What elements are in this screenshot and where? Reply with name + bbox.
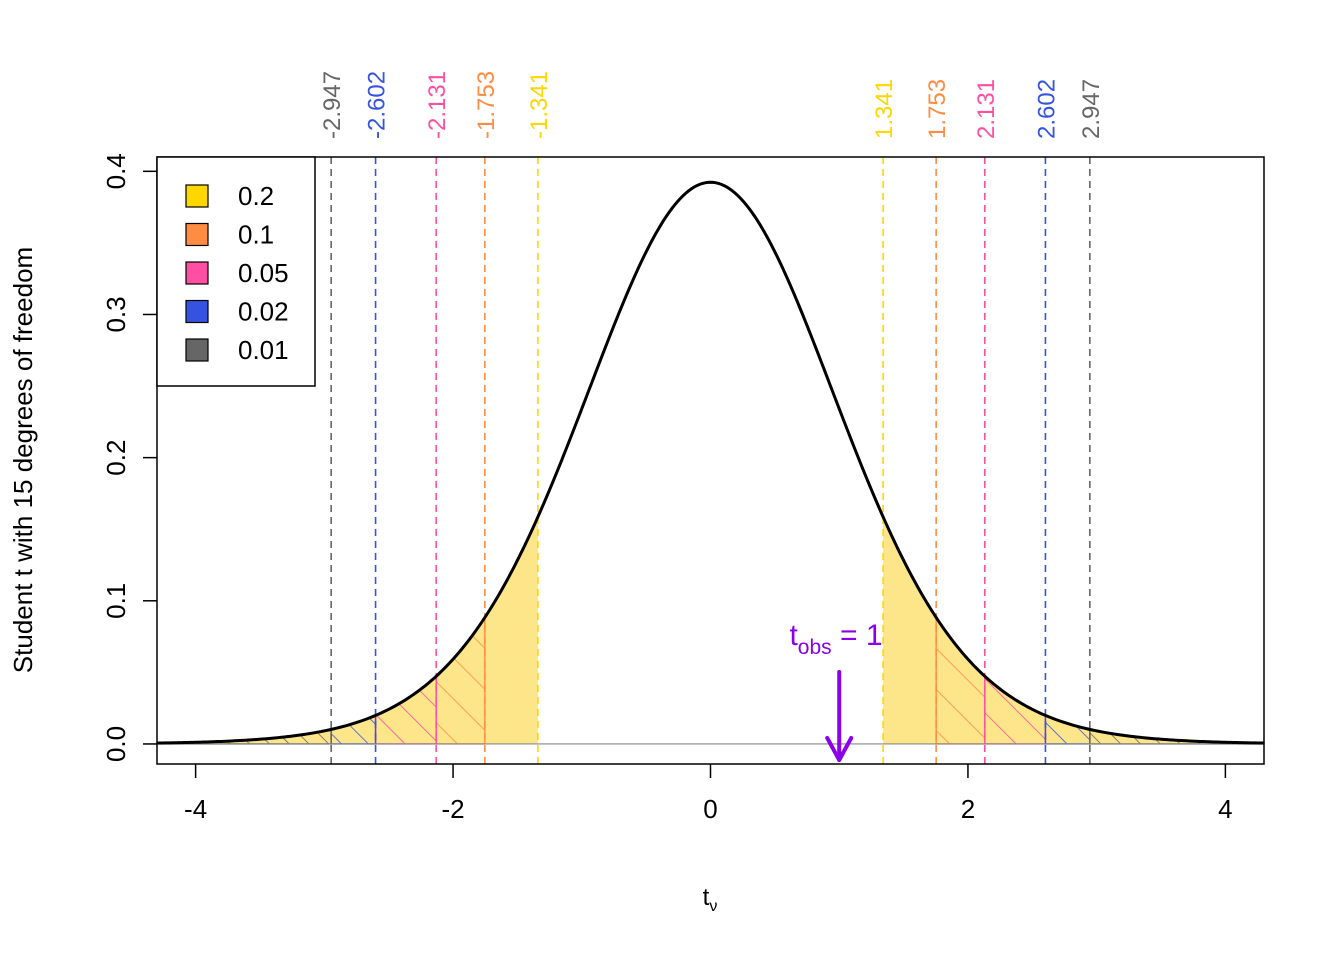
plot-frame <box>156 156 1265 765</box>
y-tick-label: 0.1 <box>101 583 131 619</box>
y-axis: 0.0 0.1 0.2 0.3 0.4 <box>101 153 157 762</box>
y-tick-label: 0.0 <box>101 726 131 762</box>
legend-box <box>156 156 316 387</box>
legend-swatch-0.2 <box>185 184 209 208</box>
x-tick-label: 0 <box>703 794 717 824</box>
critical-label-0.02-pos: 2.602 <box>1033 79 1060 139</box>
critical-label-0.2-pos: 1.341 <box>871 79 898 139</box>
legend-swatch-0.01 <box>185 338 209 362</box>
x-tick-label: -4 <box>184 794 207 824</box>
y-axis-label: Student t with 15 degrees of freedom <box>8 247 38 673</box>
observed-t-main: t <box>789 619 798 652</box>
density-curve <box>156 180 1265 745</box>
legend: 0.2 0.1 0.05 0.02 0.01 <box>156 156 316 387</box>
legend-label-0.1: 0.1 <box>238 220 274 250</box>
critical-value-lines <box>330 157 1091 764</box>
observed-t-arrow-head <box>825 736 854 762</box>
legend-swatch-0.05 <box>185 261 209 285</box>
critical-value-labels: -1.341 1.341 -1.753 1.753 -2.131 2.131 -2.602 2… <box>319 71 1105 139</box>
y-tick-label: 0.4 <box>101 153 131 189</box>
tail-hatch-0.1-left <box>435 615 486 745</box>
critical-label-0.05-neg: -2.131 <box>424 71 451 139</box>
x-tick-label: 2 <box>961 794 975 824</box>
tail-regions <box>156 516 1265 745</box>
observed-t-sub: obs <box>798 636 832 659</box>
y-tick-label: 0.2 <box>101 440 131 476</box>
legend-label-0.01: 0.01 <box>238 335 289 365</box>
observed-t-rest: = 1 <box>832 619 883 652</box>
legend-label-0.2: 0.2 <box>238 181 274 211</box>
observed-t-label: tobs = 1 <box>789 619 882 659</box>
x-tick-label: 4 <box>1218 794 1232 824</box>
critical-label-0.1-neg: -1.753 <box>473 71 500 139</box>
x-axis-label: tν <box>703 884 718 915</box>
critical-label-0.01-neg: -2.947 <box>319 71 346 139</box>
legend-swatch-0.1 <box>185 222 209 247</box>
critical-label-0.02-neg: -2.602 <box>364 71 391 139</box>
legend-label-0.02: 0.02 <box>238 297 289 327</box>
x-axis: -4 -2 0 2 4 <box>184 764 1233 824</box>
x-tick-label: -2 <box>441 794 464 824</box>
critical-label-0.2-neg: -1.341 <box>526 71 553 139</box>
critical-label-0.1-pos: 1.753 <box>924 79 951 139</box>
observed-t-annotation: tobs = 1 <box>789 619 883 762</box>
y-tick-label: 0.3 <box>101 296 131 332</box>
critical-label-0.05-pos: 2.131 <box>973 79 1000 139</box>
legend-label-0.05: 0.05 <box>238 258 289 288</box>
legend-swatch-0.02 <box>185 299 209 324</box>
tail-hatch-0.1-right <box>935 615 986 745</box>
critical-label-0.01-pos: 2.947 <box>1078 79 1105 139</box>
